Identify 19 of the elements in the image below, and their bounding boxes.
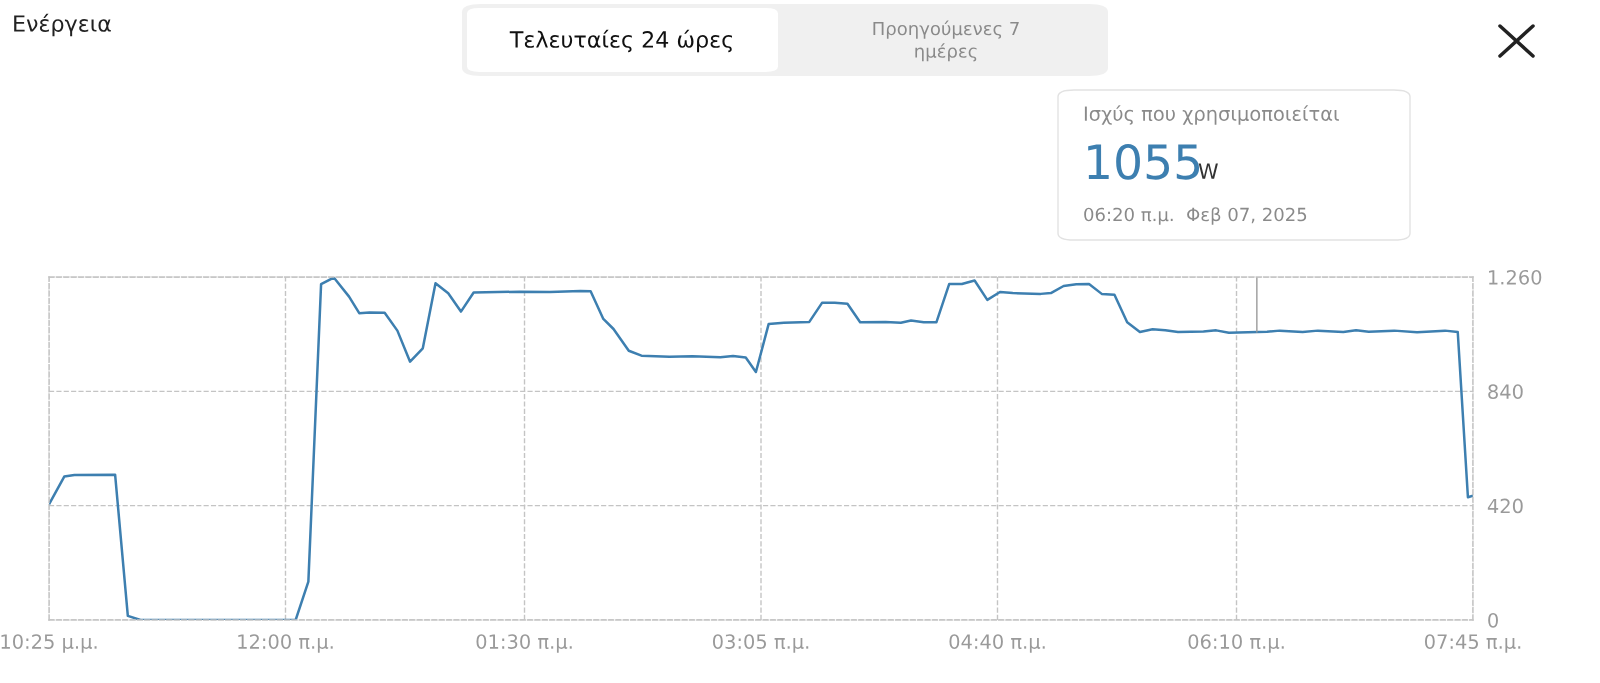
y-tick-label: 840 xyxy=(1488,384,1523,399)
y-tick-label: 0 xyxy=(1488,612,1498,628)
text: Ισχύς που χρησιμοποιείται xyxy=(1084,105,1339,125)
x-tick-label: 10:25 μ.μ. xyxy=(1,634,97,653)
x-tick-label: 04:40 π.μ. xyxy=(949,634,1045,653)
text: 06:20 π.μ. Φεβ 07, 2025 xyxy=(1084,207,1307,225)
text: Τελευταίες 24 ώρες xyxy=(509,29,732,53)
y-tick-label: 1.260 xyxy=(1489,269,1542,285)
text: 1055 xyxy=(1088,143,1200,180)
text: W xyxy=(1198,163,1218,179)
x-tick-label: 12:00 π.μ. xyxy=(238,634,333,653)
x-tick-label: 03:05 π.μ. xyxy=(712,634,809,653)
line-series xyxy=(49,277,1473,620)
text: Προηγούμενες 7 ημέρες xyxy=(873,20,1019,62)
x-tick-label: 01:30 π.μ. xyxy=(476,634,572,653)
x-tick-label: 07:45 π.μ. xyxy=(1424,634,1521,653)
y-tick-label: 420 xyxy=(1487,498,1523,514)
x-tick-label: 06:10 π.μ. xyxy=(1188,634,1284,653)
chart-title: Ενέργεια xyxy=(14,13,111,37)
